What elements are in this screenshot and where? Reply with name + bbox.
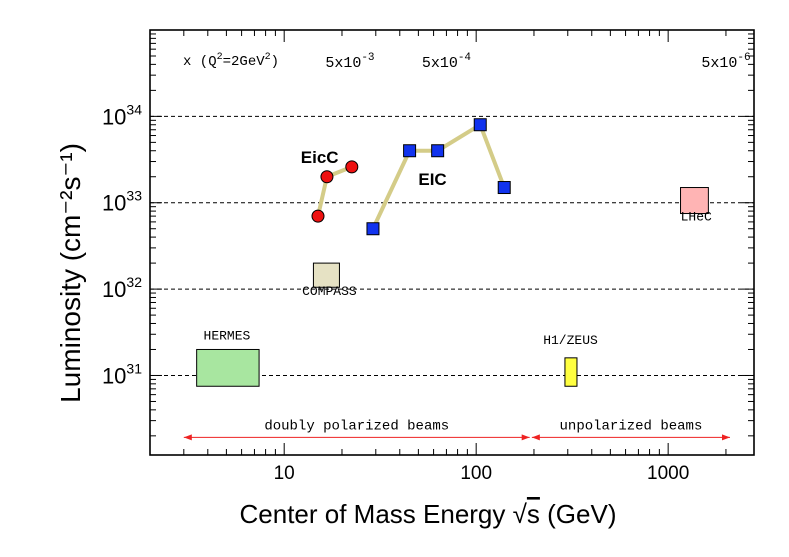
x-tick-label: 1000 [647,463,689,484]
x-axis-label: Center of Mass Energy √s (GeV) [240,499,617,529]
arrow-head-left [531,434,540,441]
box-label: LHeC [681,210,712,225]
plot-frame [149,29,755,456]
x-value-label: 5x10-4 [422,52,472,72]
arrow-head-left [183,434,192,441]
x-tick-label: 10 [274,463,295,484]
arrow-head-right [521,434,530,441]
arrow-label: unpolarized beams [560,418,703,434]
box-label: COMPASS [302,284,357,299]
labels-layer: HERMES COMPASS H1/ZEUS LHeC EicC EIC doubly po… [183,52,751,441]
y-tick-label: 1034 [102,101,142,129]
x-value-label: 5x10-3 [325,52,374,72]
y-tick-label: 1031 [102,360,142,388]
arrow-label: doubly polarized beams [264,418,449,434]
data-point-eic [403,144,417,158]
box-hermes [196,348,260,387]
series-label-eicc: EicC [301,148,339,167]
x-value-label: 5x10-6 [701,52,750,72]
box-lhec [680,187,709,215]
data-point-eicc [345,160,359,174]
series-label-eic: EIC [418,170,446,189]
data-point-eic [473,118,487,132]
data-point-eicc [320,170,334,184]
box-h1-zeus [564,357,578,387]
box-compass [312,262,340,288]
x-bjorken-annotation: x (Q2=2GeV2) [183,52,279,70]
x-tick-label: 100 [460,463,492,484]
series-layer [311,118,511,236]
box-label: H1/ZEUS [543,333,598,348]
y-axis-label: Luminosity (cm⁻²s⁻¹) [55,143,86,403]
boxes-layer [196,187,709,387]
data-point-eic [497,181,511,195]
y-tick-label: 1033 [102,188,142,216]
arrow-head-right [722,434,731,441]
data-point-eic [431,144,445,158]
y-tick-label: 1032 [102,274,142,302]
data-point-eicc [311,209,325,223]
data-point-eic [366,222,380,236]
ticks-layer: 10 100 1000 1031 1032 1033 1034 [102,30,754,484]
box-label: HERMES [204,329,251,344]
